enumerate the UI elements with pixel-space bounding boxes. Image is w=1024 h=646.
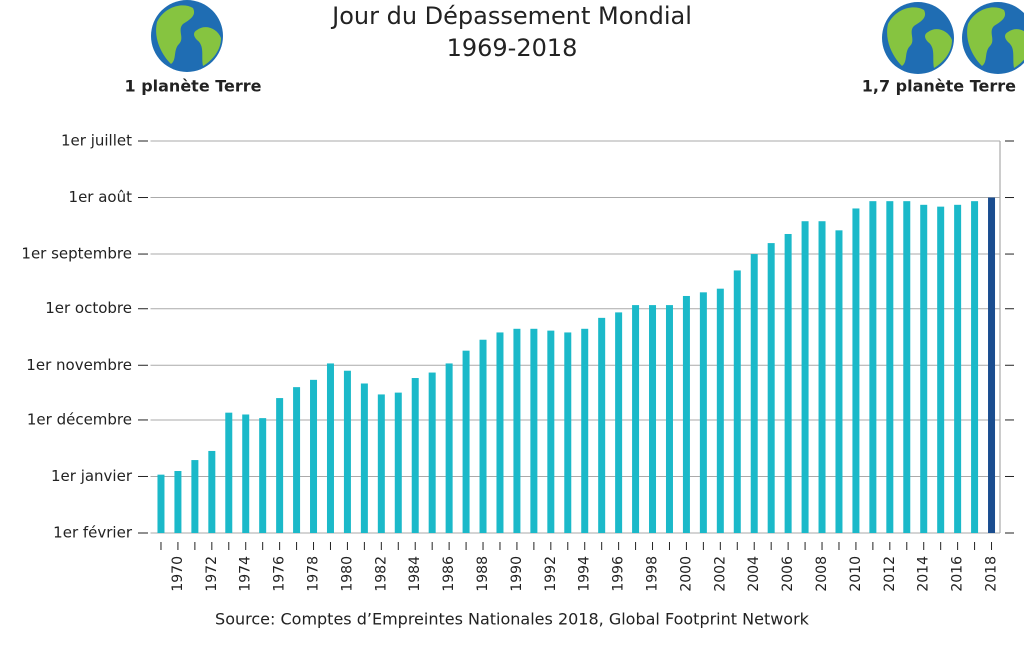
bar — [818, 221, 826, 533]
chart-title: Jour du Dépassement Mondial — [330, 2, 692, 30]
bar — [632, 305, 640, 533]
annotation: 1,7 planète Terre — [862, 77, 1016, 96]
x-tick-label: 2018 — [984, 556, 1000, 592]
x-tick-label: 1976 — [272, 556, 288, 592]
x-tick-label: 2002 — [712, 556, 728, 592]
bar — [903, 201, 911, 534]
x-tick-label: 1970 — [170, 556, 186, 592]
bar — [293, 387, 301, 533]
bar — [242, 414, 250, 533]
y-tick-label: 1er novembre — [26, 356, 132, 374]
x-tick-label: 1994 — [577, 556, 593, 592]
bar — [649, 305, 657, 533]
bar — [564, 332, 572, 533]
bar — [988, 197, 996, 533]
y-tick-label: 1er décembre — [27, 410, 132, 428]
bar — [225, 412, 233, 533]
bar — [869, 201, 877, 534]
x-tick-label: 2016 — [950, 556, 966, 592]
bar — [835, 230, 843, 533]
y-tick-label: 1er octobre — [45, 299, 132, 317]
bar — [954, 204, 962, 533]
x-tick-label: 2008 — [814, 556, 830, 592]
bar — [496, 332, 504, 533]
bar — [394, 392, 402, 533]
bar — [699, 292, 707, 533]
bar — [547, 330, 555, 533]
x-tick-label: 1992 — [543, 556, 559, 592]
bar — [971, 201, 979, 534]
x-tick-label: 1990 — [509, 556, 525, 592]
x-tick-label: 1998 — [645, 556, 661, 592]
bar — [615, 312, 623, 533]
bar — [360, 383, 368, 533]
bar — [411, 378, 419, 533]
annotation: 1 planète Terre — [124, 77, 261, 96]
x-tick-label: 1982 — [373, 556, 389, 592]
x-tick-label: 1996 — [611, 556, 627, 592]
globe-icon — [151, 0, 223, 72]
bar — [276, 398, 284, 533]
chart-subtitle: 1969-2018 — [447, 34, 578, 62]
bar — [750, 254, 758, 533]
x-tick-label: 2004 — [746, 556, 762, 592]
x-tick-label: 1988 — [475, 556, 491, 592]
y-tick-label: 1er janvier — [51, 467, 133, 485]
bar — [852, 208, 860, 534]
bar — [259, 418, 267, 533]
bar — [665, 305, 673, 533]
x-tick-label: 1980 — [339, 556, 355, 592]
bar — [157, 474, 165, 533]
bar — [598, 317, 606, 533]
source-note: Source: Comptes d’Empreintes Nationales … — [215, 610, 810, 629]
bar — [920, 204, 928, 533]
bar — [191, 460, 199, 533]
x-tick-label: 1972 — [204, 556, 220, 592]
bar — [310, 379, 318, 533]
x-tick-label: 2014 — [916, 556, 932, 592]
bar — [326, 363, 334, 533]
x-tick-label: 2012 — [882, 556, 898, 592]
y-tick-label: 1er août — [69, 188, 133, 206]
x-tick-label: 1974 — [238, 556, 254, 592]
x-tick-label: 2006 — [780, 556, 796, 592]
bar — [767, 243, 775, 533]
bar — [682, 295, 690, 533]
globe-icon — [882, 2, 954, 74]
bar — [733, 270, 741, 533]
x-tick-label: 1986 — [441, 556, 457, 592]
x-tick-label: 2000 — [678, 556, 694, 592]
y-tick-label: 1er juillet — [61, 132, 132, 150]
bar — [716, 288, 724, 533]
bar — [462, 350, 470, 533]
bar — [886, 201, 894, 534]
y-tick-label: 1er février — [53, 524, 133, 542]
x-tick-label: 1984 — [407, 556, 423, 592]
bar — [174, 471, 182, 533]
y-tick-label: 1er septembre — [21, 245, 132, 263]
x-tick-label: 1978 — [306, 556, 322, 592]
bar — [343, 370, 351, 533]
bar — [428, 372, 436, 533]
bar — [581, 328, 589, 533]
x-tick-label: 2010 — [848, 556, 864, 592]
bar — [377, 394, 385, 533]
bar — [801, 221, 809, 533]
bar — [937, 206, 945, 533]
bar — [445, 363, 453, 533]
bar — [513, 328, 521, 533]
bar — [208, 450, 216, 533]
bar — [479, 339, 487, 533]
bar — [784, 233, 792, 533]
bar — [530, 328, 538, 533]
globe-icon — [962, 2, 1024, 74]
